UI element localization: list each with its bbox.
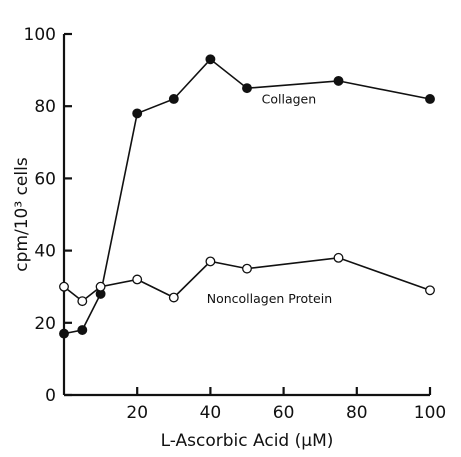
series-collagen <box>59 54 435 339</box>
series-label-collagen: Collagen <box>262 91 317 106</box>
tick-group: 0 20 40 60 80 100 20 40 60 80 100 <box>24 25 447 423</box>
series-noncollagen-protein <box>59 252 435 307</box>
data-point <box>132 274 143 285</box>
y-tick-label: 80 <box>34 97 56 117</box>
x-tick-label: 60 <box>273 403 295 423</box>
y-axis-label: cpm/10³ cells <box>12 157 32 272</box>
data-point <box>425 285 435 296</box>
data-point <box>242 83 252 94</box>
y-tick-label: 20 <box>34 314 56 334</box>
data-point <box>168 292 179 303</box>
x-tick-label: 80 <box>346 403 368 423</box>
y-tick-label: 100 <box>24 25 56 45</box>
data-point <box>425 94 435 104</box>
series-label-noncollagen: Noncollagen Protein <box>207 291 332 306</box>
y-tick-label: 60 <box>34 169 56 189</box>
data-point <box>333 252 344 263</box>
x-tick-label: 40 <box>200 403 222 423</box>
data-point <box>77 296 88 307</box>
data-point <box>242 263 252 274</box>
data-point <box>59 281 69 292</box>
data-point <box>132 108 143 119</box>
series-layer <box>59 54 435 339</box>
data-point <box>77 325 88 335</box>
y-tick-label: 0 <box>45 386 56 406</box>
x-tick-label: 20 <box>126 403 148 423</box>
data-point <box>59 328 69 339</box>
data-point <box>205 54 216 65</box>
data-point <box>95 281 106 292</box>
data-point <box>168 94 179 104</box>
x-tick-label: 100 <box>414 403 446 423</box>
data-point <box>333 75 344 86</box>
data-point <box>205 256 216 267</box>
y-tick-label: 40 <box>34 242 56 262</box>
x-axis-label: L-Ascorbic Acid (μM) <box>161 431 334 451</box>
